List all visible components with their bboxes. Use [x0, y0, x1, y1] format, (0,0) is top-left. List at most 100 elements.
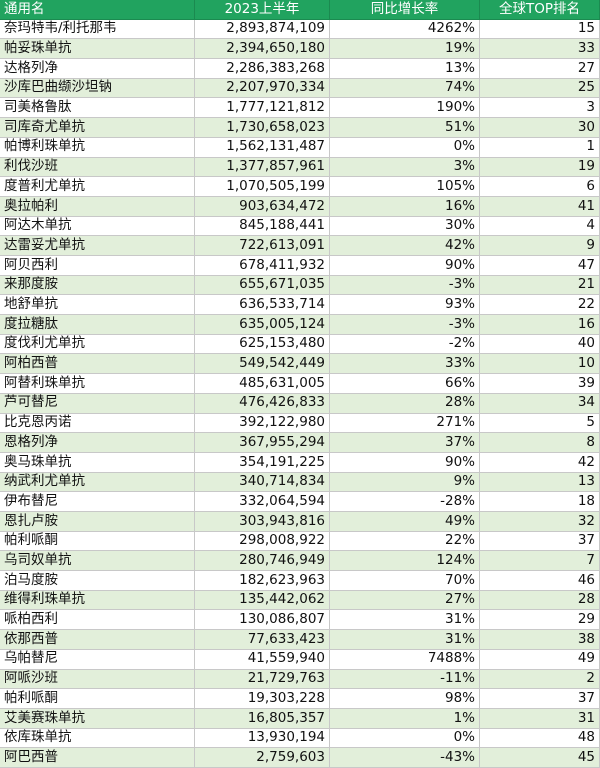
- table-cell: 1,730,658,023: [195, 118, 330, 138]
- header-cell: 通用名: [0, 0, 195, 20]
- table-cell: 190%: [330, 98, 480, 119]
- table-cell: 90%: [330, 452, 480, 473]
- table-cell: 达格列净: [0, 59, 195, 79]
- table-cell: 48: [480, 728, 600, 749]
- table-cell: 722,613,091: [195, 236, 330, 256]
- table-cell: 2,759,603: [195, 748, 330, 768]
- table-cell: 49%: [330, 512, 480, 532]
- table-cell: 476,426,833: [195, 393, 330, 414]
- table-cell: 38: [480, 630, 600, 650]
- table-cell: 恩格列净: [0, 433, 195, 453]
- table-cell: 90%: [330, 256, 480, 276]
- table-cell: -3%: [330, 275, 480, 296]
- table-cell: 42%: [330, 236, 480, 256]
- table-cell: 16: [480, 315, 600, 335]
- table-cell: 625,153,480: [195, 334, 330, 355]
- table-cell: 280,746,949: [195, 551, 330, 572]
- table-cell: 地舒单抗: [0, 295, 195, 316]
- table-cell: 51%: [330, 118, 480, 138]
- header-cell: 全球TOP排名: [480, 0, 600, 20]
- table-cell: 354,191,225: [195, 452, 330, 473]
- table-cell: 度伐利尤单抗: [0, 334, 195, 355]
- table-cell: 332,064,594: [195, 492, 330, 512]
- table-cell: 利伐沙班: [0, 157, 195, 178]
- table-cell: 27: [480, 59, 600, 79]
- table-cell: 伊布替尼: [0, 492, 195, 512]
- table-cell: -11%: [330, 669, 480, 690]
- table-cell: 31%: [330, 610, 480, 631]
- table-cell: 9: [480, 236, 600, 256]
- table-cell: 636,533,714: [195, 295, 330, 316]
- table-cell: 845,188,441: [195, 216, 330, 237]
- table-cell: 25: [480, 78, 600, 99]
- table-cell: 367,955,294: [195, 433, 330, 453]
- table-cell: 30: [480, 118, 600, 138]
- table-cell: 司库奇尤单抗: [0, 118, 195, 138]
- table-cell: 21: [480, 275, 600, 296]
- table-cell: 艾美赛珠单抗: [0, 708, 195, 729]
- table-cell: 6: [480, 177, 600, 197]
- table-cell: 33%: [330, 354, 480, 375]
- table-cell: 7: [480, 551, 600, 572]
- table-cell: 13,930,194: [195, 728, 330, 749]
- table-cell: 1,562,131,487: [195, 137, 330, 158]
- table-cell: 2,394,650,180: [195, 39, 330, 60]
- table-cell: 3%: [330, 157, 480, 178]
- table-cell: 1,377,857,961: [195, 157, 330, 178]
- table-cell: 达雷妥尤单抗: [0, 236, 195, 256]
- table-cell: 10: [480, 354, 600, 375]
- table-cell: 依库珠单抗: [0, 728, 195, 749]
- table-cell: 19: [480, 157, 600, 178]
- table-cell: 130,086,807: [195, 610, 330, 631]
- table-cell: -28%: [330, 492, 480, 512]
- table-cell: 19%: [330, 39, 480, 60]
- table-cell: 来那度胺: [0, 275, 195, 296]
- table-cell: 5: [480, 413, 600, 434]
- table-cell: 485,631,005: [195, 374, 330, 394]
- table-cell: 340,714,834: [195, 472, 330, 493]
- table-cell: 7488%: [330, 649, 480, 670]
- table-cell: 31%: [330, 630, 480, 650]
- table-cell: 阿柏西普: [0, 354, 195, 375]
- table-cell: 40: [480, 334, 600, 355]
- table-cell: 93%: [330, 295, 480, 316]
- table-cell: 奥拉帕利: [0, 196, 195, 217]
- table-cell: 28: [480, 590, 600, 611]
- table-cell: 司美格鲁肽: [0, 98, 195, 119]
- table-cell: 46: [480, 571, 600, 591]
- table-cell: 奈玛特韦/利托那韦: [0, 19, 195, 40]
- table-cell: 74%: [330, 78, 480, 99]
- table-cell: 4: [480, 216, 600, 237]
- table-cell: 帕利哌酮: [0, 531, 195, 552]
- table-cell: 16,805,357: [195, 708, 330, 729]
- header-cell: 同比增长率: [330, 0, 480, 20]
- table-cell: 8: [480, 433, 600, 453]
- table-cell: 度普利尤单抗: [0, 177, 195, 197]
- table-cell: 2,893,874,109: [195, 19, 330, 40]
- table-cell: 39: [480, 374, 600, 394]
- table-cell: 恩扎卢胺: [0, 512, 195, 532]
- table-cell: 9%: [330, 472, 480, 493]
- table-cell: 19,303,228: [195, 689, 330, 709]
- table-cell: 30%: [330, 216, 480, 237]
- table-cell: 阿替利珠单抗: [0, 374, 195, 394]
- table-cell: 31: [480, 708, 600, 729]
- table-cell: 纳武利尤单抗: [0, 472, 195, 493]
- table-cell: -43%: [330, 748, 480, 768]
- table-cell: 37%: [330, 433, 480, 453]
- table-cell: 1,070,505,199: [195, 177, 330, 197]
- table-cell: 32: [480, 512, 600, 532]
- table-cell: 655,671,035: [195, 275, 330, 296]
- table-cell: 1: [480, 137, 600, 158]
- table-cell: 哌柏西利: [0, 610, 195, 631]
- table-cell: 42: [480, 452, 600, 473]
- table-cell: 37: [480, 689, 600, 709]
- table-cell: 帕妥珠单抗: [0, 39, 195, 60]
- table-cell: 549,542,449: [195, 354, 330, 375]
- table-cell: 13%: [330, 59, 480, 79]
- table-cell: 105%: [330, 177, 480, 197]
- table-cell: 678,411,932: [195, 256, 330, 276]
- table-cell: 22: [480, 295, 600, 316]
